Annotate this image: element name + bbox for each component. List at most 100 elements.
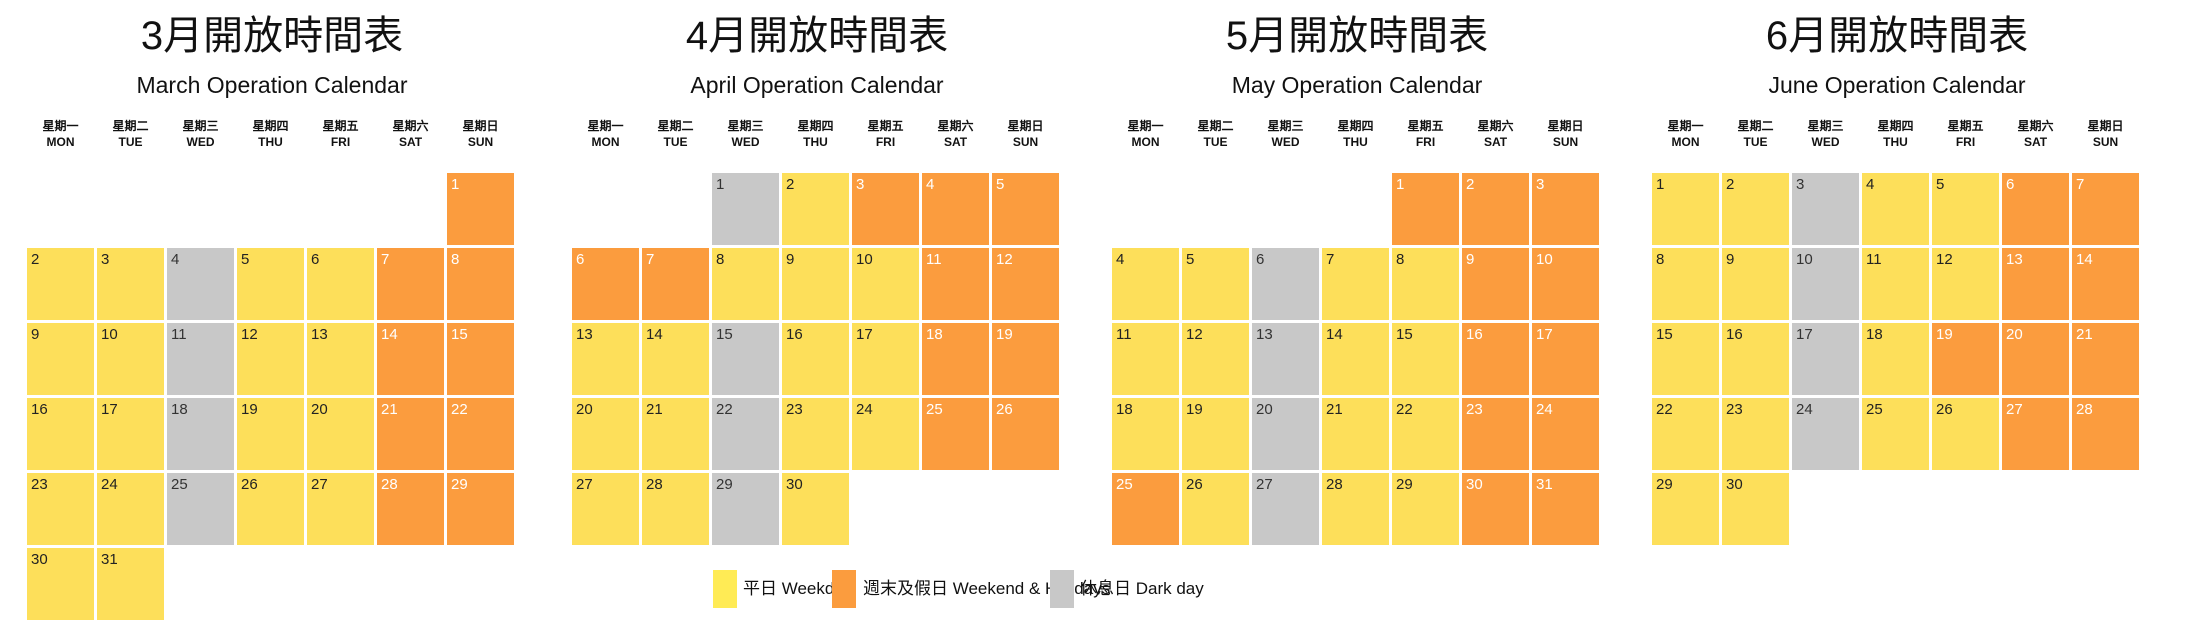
day-cell: 17: [1792, 323, 1859, 395]
day-cell: 12: [1932, 248, 1999, 320]
day-cell: 17: [852, 323, 919, 395]
day-cell: 26: [992, 398, 1059, 470]
day-cell: 5: [1182, 248, 1249, 320]
weekday-zh: 星期二: [1197, 119, 1234, 133]
day-cell: 22: [1652, 398, 1719, 470]
day-cell: 18: [1112, 398, 1179, 470]
weekday-header: 星期二 TUE: [1722, 118, 1789, 150]
month-title-zh: 6月開放時間表: [1765, 14, 2029, 58]
weekday-en: TUE: [663, 135, 688, 149]
weekday-en: SUN: [467, 135, 494, 149]
day-cell: 19: [237, 398, 304, 470]
weekday-zh: 星期二: [112, 119, 149, 133]
weekday-zh: 星期六: [2017, 119, 2054, 133]
weekday-en: FRI: [875, 135, 896, 149]
weekday-header: 星期六 SAT: [922, 118, 989, 150]
day-cell: 8: [447, 248, 514, 320]
day-cell: 4: [1862, 173, 1929, 245]
weekday-header: 星期六 SAT: [377, 118, 444, 150]
month-title-zh: 4月開放時間表: [685, 14, 949, 58]
day-cell: 9: [27, 323, 94, 395]
weekday-zh: 星期一: [1667, 119, 1704, 133]
day-cell: 15: [1392, 323, 1459, 395]
month-calendar: 4月開放時間表 April Operation Calendar 星期一 MON…: [572, 0, 1062, 642]
day-cell: 1: [447, 173, 514, 245]
day-cell: 2: [27, 248, 94, 320]
weekday-en: MON: [1671, 135, 1700, 149]
weekday-en: SUN: [2092, 135, 2119, 149]
day-cell: 29: [447, 473, 514, 545]
day-cell: 10: [1792, 248, 1859, 320]
weekday-zh: 星期六: [937, 119, 974, 133]
month-title-en: June Operation Calendar: [1768, 72, 2026, 98]
day-cell: 13: [307, 323, 374, 395]
day-cell: 7: [642, 248, 709, 320]
day-cell: 30: [1462, 473, 1529, 545]
day-cell: 21: [377, 398, 444, 470]
day-cell: 2: [1462, 173, 1529, 245]
day-cell: 2: [1722, 173, 1789, 245]
day-cell: 22: [1392, 398, 1459, 470]
weekday-en: FRI: [330, 135, 351, 149]
weekday-zh: 星期四: [1877, 119, 1914, 133]
day-cell: 2: [782, 173, 849, 245]
weekday-header: 星期五 FRI: [1392, 118, 1459, 150]
day-cell: 25: [167, 473, 234, 545]
day-cell: 7: [1322, 248, 1389, 320]
day-cell: 8: [1392, 248, 1459, 320]
day-cell: 19: [1182, 398, 1249, 470]
day-cell: 18: [1862, 323, 1929, 395]
weekday-en: SUN: [1012, 135, 1039, 149]
day-cell: 12: [237, 323, 304, 395]
legend-dark-label: 休息日 Dark day: [1080, 579, 1204, 598]
weekday-zh: 星期日: [1547, 119, 1584, 133]
day-cell: 21: [642, 398, 709, 470]
weekday-header: 星期六 SAT: [1462, 118, 1529, 150]
day-cell: 5: [237, 248, 304, 320]
weekday-header: 星期三 WED: [167, 118, 234, 150]
day-cell: 24: [97, 473, 164, 545]
weekday-header: 星期四 THU: [782, 118, 849, 150]
day-cell: 20: [1252, 398, 1319, 470]
weekday-en: TUE: [1743, 135, 1768, 149]
day-cell: 30: [1722, 473, 1789, 545]
day-cell: 26: [1932, 398, 1999, 470]
day-cell: 22: [712, 398, 779, 470]
day-cell: 28: [1322, 473, 1389, 545]
day-cell: 5: [1932, 173, 1999, 245]
weekday-zh: 星期一: [1127, 119, 1164, 133]
day-cell: 29: [1392, 473, 1459, 545]
day-cell: 27: [572, 473, 639, 545]
day-cell: 23: [1722, 398, 1789, 470]
weekday-en: WED: [186, 135, 215, 149]
weekday-header: 星期二 TUE: [1182, 118, 1249, 150]
weekday-header: 星期五 FRI: [307, 118, 374, 150]
day-cell: 6: [572, 248, 639, 320]
day-cell: 25: [1862, 398, 1929, 470]
weekday-header: 星期日 SUN: [1532, 118, 1599, 150]
day-cell: 10: [97, 323, 164, 395]
month-title-en: May Operation Calendar: [1231, 72, 1483, 98]
day-cell: 3: [1532, 173, 1599, 245]
month-title-en: April Operation Calendar: [690, 72, 944, 98]
month-title-en: March Operation Calendar: [136, 72, 408, 98]
weekday-header: 星期一 MON: [1652, 118, 1719, 150]
day-cell: 14: [2072, 248, 2139, 320]
day-cell: 3: [97, 248, 164, 320]
month-calendar: 3月開放時間表 March Operation Calendar 星期一 MON…: [27, 0, 517, 642]
day-cell: 18: [167, 398, 234, 470]
day-cell: 27: [1252, 473, 1319, 545]
day-cell: 26: [1182, 473, 1249, 545]
day-cell: 4: [167, 248, 234, 320]
day-cell: 10: [852, 248, 919, 320]
day-cell: 27: [2002, 398, 2069, 470]
day-cell: 18: [922, 323, 989, 395]
weekday-en: TUE: [118, 135, 143, 149]
day-cell: 31: [97, 548, 164, 620]
weekday-zh: 星期日: [1007, 119, 1044, 133]
day-cell: 9: [1462, 248, 1529, 320]
day-cell: 1: [712, 173, 779, 245]
day-cell: 14: [377, 323, 444, 395]
weekday-header: 星期五 FRI: [1932, 118, 1999, 150]
weekday-en: WED: [1811, 135, 1840, 149]
